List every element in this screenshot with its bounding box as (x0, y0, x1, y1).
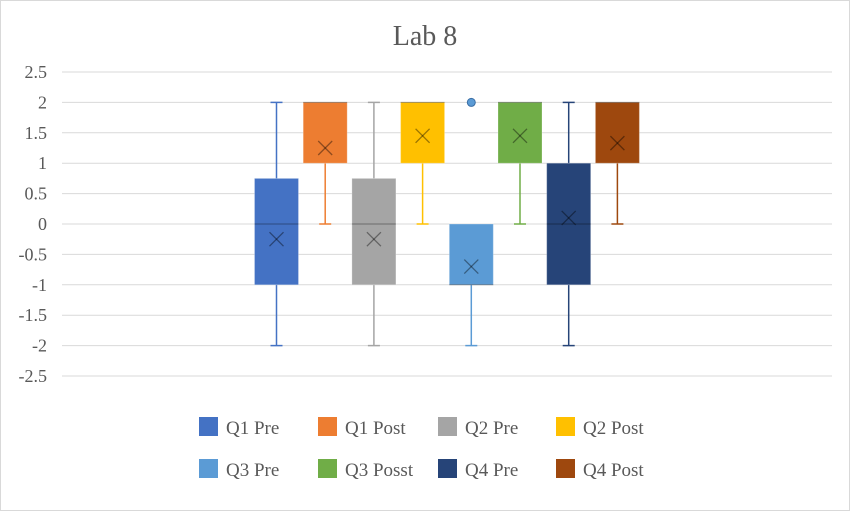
mean-marker (415, 128, 431, 144)
box-2 (302, 101, 348, 225)
legend-label: Q2 Pre (465, 418, 518, 439)
y-tick-label: 2.5 (25, 62, 48, 82)
mean-marker (609, 135, 625, 151)
y-tick-label: -0.5 (19, 244, 48, 264)
y-tick-label: -1.5 (19, 305, 48, 325)
gridlines (62, 71, 832, 377)
legend-swatch (318, 417, 337, 436)
mean-marker (561, 210, 577, 226)
legend-swatch (199, 459, 218, 478)
chart-title: Lab 8 (393, 21, 458, 52)
box-4 (400, 101, 446, 225)
box-body (497, 101, 543, 164)
y-tick-label: 0.5 (25, 184, 48, 204)
legend: Q1 Pre Q1 Post Q2 Pre Q2 Post Q3 Pre Q3 Posst… (199, 417, 644, 481)
box-body (594, 101, 640, 164)
box-7 (546, 101, 592, 347)
y-tick-label: -1 (32, 275, 47, 295)
mean-marker (463, 259, 479, 275)
legend-item: Q3 Posst (318, 459, 414, 481)
legend-item: Q4 Pre (438, 459, 518, 481)
mean-marker (317, 140, 333, 156)
legend-label: Q2 Post (583, 418, 644, 439)
legend-label: Q1 Post (345, 418, 406, 439)
mean-marker (269, 231, 284, 247)
mean-marker (366, 231, 382, 247)
box-8 (594, 101, 640, 225)
mean-marker (512, 128, 528, 144)
y-tick-label: 1 (38, 153, 47, 173)
legend-item: Q2 Pre (438, 417, 518, 439)
y-tick-label: 0 (38, 214, 47, 234)
legend-label: Q3 Posst (345, 460, 414, 481)
legend-swatch (199, 417, 218, 436)
legend-swatch (438, 417, 457, 436)
box-body (448, 223, 494, 286)
y-tick-label: 2 (38, 92, 47, 112)
legend-item: Q3 Pre (199, 459, 279, 481)
legend-swatch (318, 459, 337, 478)
legend-label: Q4 Pre (465, 460, 518, 481)
legend-swatch (556, 417, 575, 436)
outlier-point (466, 97, 476, 107)
box-body (400, 101, 446, 164)
box-body (302, 101, 348, 164)
box-6 (497, 101, 543, 225)
legend-item: Q1 Post (318, 417, 406, 439)
legend-label: Q4 Post (583, 460, 644, 481)
legend-label: Q3 Pre (226, 460, 279, 481)
legend-item: Q2 Post (556, 417, 644, 439)
box-body (546, 162, 592, 286)
y-axis-tick-labels: 2.5 2 1.5 1 0.5 0 -0.5 -1 -1.5 -2 -2.5 (19, 62, 48, 386)
legend-swatch (556, 459, 575, 478)
box-1 (254, 101, 299, 347)
y-tick-label: -2.5 (19, 366, 48, 386)
legend-swatch (438, 459, 457, 478)
box-body (254, 177, 299, 286)
box-5 (448, 97, 494, 347)
box-series (254, 97, 640, 347)
legend-item: Q4 Post (556, 459, 644, 481)
box-3 (351, 101, 397, 347)
legend-item: Q1 Pre (199, 417, 279, 439)
box-body (351, 177, 397, 286)
legend-label: Q1 Pre (226, 418, 279, 439)
y-tick-label: 1.5 (25, 123, 48, 143)
y-tick-label: -2 (32, 336, 47, 356)
